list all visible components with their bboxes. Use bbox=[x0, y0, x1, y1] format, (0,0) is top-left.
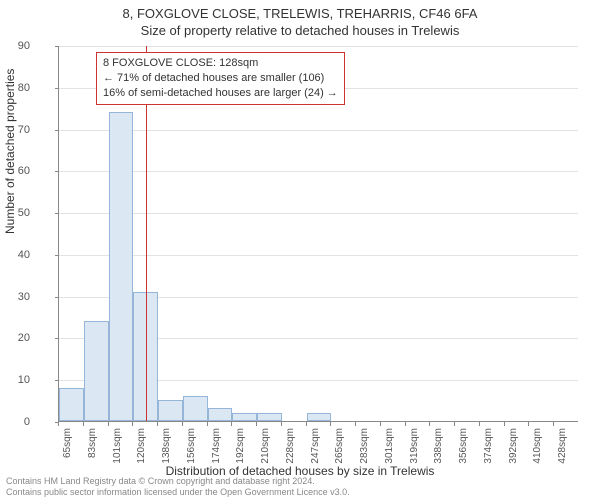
xtick-label: 356sqm bbox=[458, 428, 469, 468]
histogram-bar bbox=[109, 112, 134, 421]
ytick-label: 10 bbox=[0, 374, 30, 386]
ytick-mark bbox=[55, 88, 59, 89]
xtick-label: 410sqm bbox=[532, 428, 543, 468]
xtick-label: 265sqm bbox=[334, 428, 345, 468]
xtick-mark bbox=[330, 422, 331, 426]
ytick-mark bbox=[55, 297, 59, 298]
histogram-bar bbox=[232, 413, 257, 421]
xtick-label: 83sqm bbox=[87, 428, 98, 468]
xtick-mark bbox=[405, 422, 406, 426]
annotation-line: 8 FOXGLOVE CLOSE: 128sqm bbox=[103, 56, 338, 71]
ytick-label: 40 bbox=[0, 249, 30, 261]
xtick-label: 174sqm bbox=[211, 428, 222, 468]
ytick-mark bbox=[55, 380, 59, 381]
xtick-mark bbox=[553, 422, 554, 426]
footer-line1: Contains HM Land Registry data © Crown c… bbox=[6, 476, 350, 487]
xtick-label: 138sqm bbox=[161, 428, 172, 468]
xtick-mark bbox=[157, 422, 158, 426]
xtick-mark bbox=[132, 422, 133, 426]
chart-footer: Contains HM Land Registry data © Crown c… bbox=[6, 476, 350, 498]
ytick-label: 0 bbox=[0, 416, 30, 428]
xtick-mark bbox=[256, 422, 257, 426]
ytick-mark bbox=[55, 213, 59, 214]
xtick-label: 319sqm bbox=[409, 428, 420, 468]
histogram-bar bbox=[158, 400, 183, 421]
gridline bbox=[59, 213, 578, 214]
annotation-line: ← 71% of detached houses are smaller (10… bbox=[103, 71, 338, 86]
ytick-mark bbox=[55, 255, 59, 256]
ytick-mark bbox=[55, 171, 59, 172]
xtick-mark bbox=[207, 422, 208, 426]
xtick-label: 210sqm bbox=[260, 428, 271, 468]
chart-title-line2: Size of property relative to detached ho… bbox=[0, 23, 600, 38]
xtick-mark bbox=[83, 422, 84, 426]
xtick-label: 101sqm bbox=[112, 428, 123, 468]
histogram-bar bbox=[84, 321, 109, 421]
ytick-mark bbox=[55, 130, 59, 131]
gridline bbox=[59, 255, 578, 256]
gridline bbox=[59, 171, 578, 172]
xtick-mark bbox=[454, 422, 455, 426]
xtick-label: 65sqm bbox=[62, 428, 73, 468]
xtick-mark bbox=[231, 422, 232, 426]
gridline bbox=[59, 130, 578, 131]
xtick-label: 428sqm bbox=[557, 428, 568, 468]
ytick-mark bbox=[55, 338, 59, 339]
xtick-mark bbox=[429, 422, 430, 426]
ytick-label: 20 bbox=[0, 332, 30, 344]
ytick-label: 30 bbox=[0, 291, 30, 303]
xtick-label: 392sqm bbox=[508, 428, 519, 468]
ytick-label: 50 bbox=[0, 207, 30, 219]
xtick-label: 283sqm bbox=[359, 428, 370, 468]
chart-title-block: 8, FOXGLOVE CLOSE, TRELEWIS, TREHARRIS, … bbox=[0, 6, 600, 38]
ytick-label: 90 bbox=[0, 40, 30, 52]
ytick-label: 80 bbox=[0, 82, 30, 94]
xtick-label: 192sqm bbox=[235, 428, 246, 468]
gridline bbox=[59, 46, 578, 47]
histogram-bar bbox=[307, 413, 332, 421]
xtick-mark bbox=[528, 422, 529, 426]
xtick-label: 374sqm bbox=[483, 428, 494, 468]
histogram-bar bbox=[257, 413, 282, 421]
ytick-label: 60 bbox=[0, 165, 30, 177]
xtick-mark bbox=[306, 422, 307, 426]
xtick-mark bbox=[281, 422, 282, 426]
xtick-mark bbox=[479, 422, 480, 426]
histogram-bar bbox=[183, 396, 208, 421]
xtick-label: 228sqm bbox=[285, 428, 296, 468]
xtick-label: 301sqm bbox=[384, 428, 395, 468]
xtick-label: 247sqm bbox=[310, 428, 321, 468]
histogram-bar bbox=[59, 388, 84, 421]
xtick-mark bbox=[380, 422, 381, 426]
chart-title-line1: 8, FOXGLOVE CLOSE, TRELEWIS, TREHARRIS, … bbox=[0, 6, 600, 21]
ytick-label: 70 bbox=[0, 124, 30, 136]
xtick-label: 156sqm bbox=[186, 428, 197, 468]
xtick-mark bbox=[504, 422, 505, 426]
xtick-mark bbox=[108, 422, 109, 426]
chart-container: 8, FOXGLOVE CLOSE, TRELEWIS, TREHARRIS, … bbox=[0, 0, 600, 500]
annotation-box: 8 FOXGLOVE CLOSE: 128sqm← 71% of detache… bbox=[96, 52, 345, 105]
annotation-line: 16% of semi-detached houses are larger (… bbox=[103, 86, 338, 101]
xtick-mark bbox=[355, 422, 356, 426]
footer-line2: Contains public sector information licen… bbox=[6, 487, 350, 498]
xtick-label: 338sqm bbox=[433, 428, 444, 468]
xtick-mark bbox=[58, 422, 59, 426]
xtick-label: 120sqm bbox=[136, 428, 147, 468]
ytick-mark bbox=[55, 46, 59, 47]
histogram-bar bbox=[208, 408, 233, 421]
xtick-mark bbox=[182, 422, 183, 426]
